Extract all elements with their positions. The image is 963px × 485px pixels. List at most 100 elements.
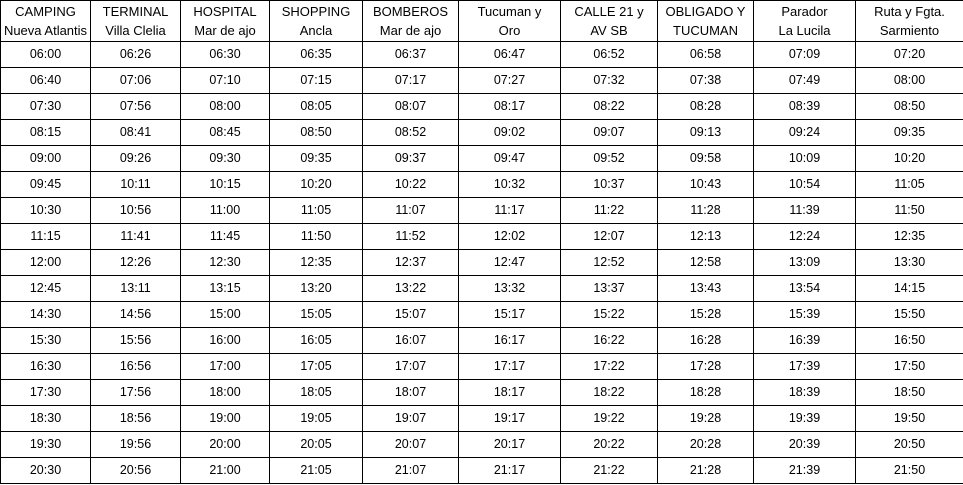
column-header-stop: CAMPING Nueva Atlantis — [0, 0, 91, 42]
departure-time-cell: 06:47 — [458, 41, 561, 68]
departure-time-cell: 19:50 — [855, 405, 963, 432]
departure-time-cell: 20:00 — [180, 431, 270, 458]
departure-time-cell: 14:15 — [855, 275, 963, 302]
departure-time-cell: 11:07 — [362, 197, 459, 224]
departure-time-cell: 19:17 — [458, 405, 561, 432]
departure-time-cell: 17:30 — [0, 379, 91, 406]
departure-time-cell: 10:54 — [753, 171, 856, 198]
table-row: 08:15 08:41 08:45 08:50 08:52 09:02 09:07 09:13… — [0, 119, 963, 146]
departure-time-cell: 18:22 — [560, 379, 658, 406]
departure-time-cell: 10:30 — [0, 197, 91, 224]
departure-time-cell: 15:22 — [560, 301, 658, 328]
departure-time-cell: 09:35 — [855, 119, 963, 146]
departure-time-cell: 10:22 — [362, 171, 459, 198]
departure-time-cell: 09:00 — [0, 145, 91, 172]
departure-time-cell: 08:50 — [855, 93, 963, 120]
departure-time-cell: 20:17 — [458, 431, 561, 458]
departure-time-cell: 12:26 — [90, 249, 181, 276]
departure-time-cell: 07:49 — [753, 67, 856, 94]
header-row: CAMPING Nueva Atlantis TERMINAL Villa Cleli… — [0, 0, 963, 42]
departure-time-cell: 12:07 — [560, 223, 658, 250]
departure-time-cell: 08:22 — [560, 93, 658, 120]
departure-time-cell: 09:52 — [560, 145, 658, 172]
departure-time-cell: 07:17 — [362, 67, 459, 94]
departure-time-cell: 19:07 — [362, 405, 459, 432]
departure-time-cell: 21:22 — [560, 457, 658, 484]
departure-time-cell: 19:05 — [269, 405, 363, 432]
departure-time-cell: 16:50 — [855, 327, 963, 354]
departure-time-cell: 15:17 — [458, 301, 561, 328]
departure-time-cell: 20:56 — [90, 457, 181, 484]
departure-time-cell: 16:05 — [269, 327, 363, 354]
departure-time-cell: 21:07 — [362, 457, 459, 484]
departure-time-cell: 11:52 — [362, 223, 459, 250]
departure-time-cell: 07:30 — [0, 93, 91, 120]
departure-time-cell: 21:28 — [657, 457, 754, 484]
departure-time-cell: 08:00 — [180, 93, 270, 120]
table-row: 14:30 14:56 15:00 15:05 15:07 15:17 15:22 15:28… — [0, 301, 963, 328]
departure-time-cell: 17:22 — [560, 353, 658, 380]
departure-time-cell: 17:07 — [362, 353, 459, 380]
departure-time-cell: 12:13 — [657, 223, 754, 250]
departure-time-cell: 12:45 — [0, 275, 91, 302]
departure-time-cell: 21:05 — [269, 457, 363, 484]
table-row: 09:45 10:11 10:15 10:20 10:22 10:32 10:37 10:43… — [0, 171, 963, 198]
stop-location: Nueva Atlantis — [3, 23, 88, 38]
departure-time-cell: 21:39 — [753, 457, 856, 484]
departure-time-cell: 20:50 — [855, 431, 963, 458]
departure-time-cell: 15:56 — [90, 327, 181, 354]
stop-location: La Lucila — [778, 23, 831, 38]
table-row: 12:45 13:11 13:15 13:20 13:22 13:32 13:37 13:43… — [0, 275, 963, 302]
table-row: 06:00 06:26 06:30 06:35 06:37 06:47 06:52 06:58… — [0, 41, 963, 68]
departure-time-cell: 08:17 — [458, 93, 561, 120]
departure-time-cell: 10:32 — [458, 171, 561, 198]
stop-name: TERMINAL — [102, 4, 169, 19]
stop-location: Mar de ajo — [379, 23, 442, 38]
departure-time-cell: 06:37 — [362, 41, 459, 68]
departure-time-cell: 13:43 — [657, 275, 754, 302]
departure-time-cell: 20:22 — [560, 431, 658, 458]
departure-time-cell: 09:02 — [458, 119, 561, 146]
departure-time-cell: 09:45 — [0, 171, 91, 198]
departure-time-cell: 09:37 — [362, 145, 459, 172]
departure-time-cell: 15:50 — [855, 301, 963, 328]
departure-time-cell: 21:00 — [180, 457, 270, 484]
departure-time-cell: 06:52 — [560, 41, 658, 68]
column-header-stop: CALLE 21 y AV SB — [560, 0, 658, 42]
departure-time-cell: 16:56 — [90, 353, 181, 380]
departure-time-cell: 11:15 — [0, 223, 91, 250]
departure-time-cell: 16:22 — [560, 327, 658, 354]
departure-time-cell: 17:05 — [269, 353, 363, 380]
table-row: 15:30 15:56 16:00 16:05 16:07 16:17 16:22 16:28… — [0, 327, 963, 354]
stop-name: SHOPPING — [281, 4, 351, 19]
departure-time-cell: 09:26 — [90, 145, 181, 172]
departure-time-cell: 07:38 — [657, 67, 754, 94]
departure-time-cell: 11:41 — [90, 223, 181, 250]
departure-time-cell: 10:20 — [269, 171, 363, 198]
departure-time-cell: 13:20 — [269, 275, 363, 302]
stop-location: Sarmiento — [879, 23, 940, 38]
departure-time-cell: 14:56 — [90, 301, 181, 328]
departure-time-cell: 09:07 — [560, 119, 658, 146]
departure-time-cell: 19:39 — [753, 405, 856, 432]
departure-time-cell: 10:37 — [560, 171, 658, 198]
departure-time-cell: 16:39 — [753, 327, 856, 354]
column-header-stop: TERMINAL Villa Clelia — [90, 0, 181, 42]
departure-time-cell: 15:28 — [657, 301, 754, 328]
table-row: 10:30 10:56 11:00 11:05 11:07 11:17 11:22 11:28… — [0, 197, 963, 224]
departure-time-cell: 12:00 — [0, 249, 91, 276]
departure-time-cell: 10:15 — [180, 171, 270, 198]
column-header-stop: OBLIGADO Y TUCUMAN — [657, 0, 754, 42]
departure-time-cell: 11:50 — [855, 197, 963, 224]
departure-time-cell: 12:52 — [560, 249, 658, 276]
stop-location: Villa Clelia — [105, 23, 166, 38]
departure-time-cell: 16:30 — [0, 353, 91, 380]
departure-time-cell: 08:00 — [855, 67, 963, 94]
departure-time-cell: 18:30 — [0, 405, 91, 432]
departure-time-cell: 06:00 — [0, 41, 91, 68]
table-row: 20:30 20:56 21:00 21:05 21:07 21:17 21:22 21:28… — [0, 457, 963, 484]
departure-time-cell: 19:28 — [657, 405, 754, 432]
table-row: 07:30 07:56 08:00 08:05 08:07 08:17 08:22 08:28… — [0, 93, 963, 120]
departure-time-cell: 07:20 — [855, 41, 963, 68]
departure-time-cell: 07:15 — [269, 67, 363, 94]
